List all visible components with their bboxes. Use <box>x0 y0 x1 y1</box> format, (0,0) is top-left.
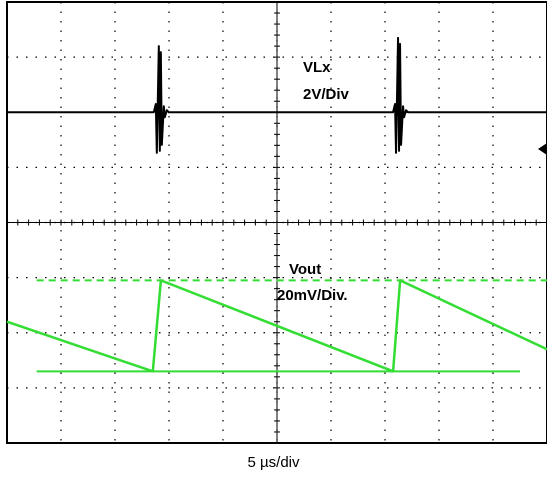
vout-name-label: Vout <box>289 261 321 278</box>
traces <box>6 36 547 373</box>
channel-labels: VLx 2V/Div Vout 20mV/Div. <box>277 59 350 304</box>
vlx-trace <box>7 36 547 154</box>
trigger-level-marker <box>538 143 547 155</box>
x-axis-label: 5 µs/div <box>247 454 300 471</box>
vout-scale-label: 20mV/Div. <box>277 287 348 304</box>
graticule-grid <box>6 1 547 444</box>
vout-trace <box>6 279 547 373</box>
vlx-name-label: VLx <box>303 59 331 76</box>
vlx-scale-label: 2V/Div <box>303 86 350 103</box>
